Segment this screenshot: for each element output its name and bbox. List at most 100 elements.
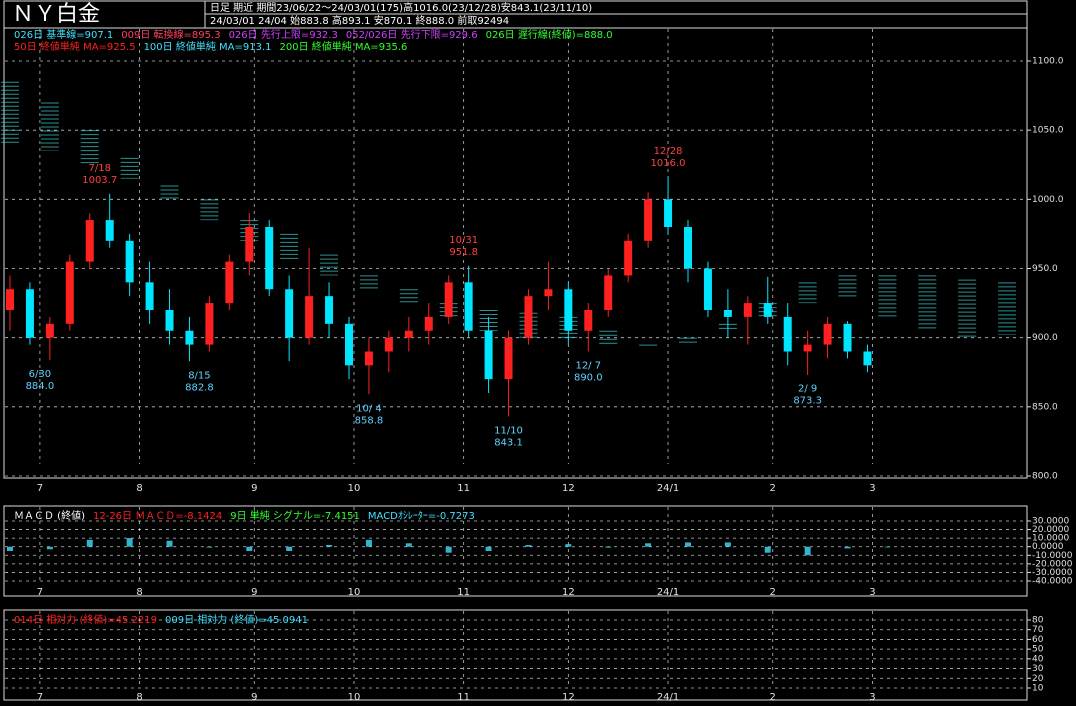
candle-body [305, 296, 314, 338]
candle-body [464, 282, 473, 331]
candle-body [5, 289, 14, 310]
x-tick-label: 2 [770, 483, 776, 494]
candle-body [644, 199, 653, 241]
annotation-date: 10/ 4 [356, 404, 382, 415]
annotation-value: 1016.0 [651, 158, 686, 169]
x-tick-label: 3 [869, 587, 875, 598]
x-tick-label: 3 [869, 692, 875, 703]
candle-body [364, 351, 373, 366]
legend-entry: 026日 基準線=907.1 [14, 28, 113, 41]
annotation-date: 12/ 7 [575, 361, 601, 372]
annotation-value: 951.8 [449, 247, 478, 258]
candle-body [285, 289, 294, 338]
candle-body [504, 337, 513, 380]
candle-body [225, 261, 234, 304]
histogram-bar [844, 546, 851, 549]
x-tick-label: 9 [251, 587, 257, 598]
candle-body [85, 220, 94, 262]
legend-entry: 50日 終値単純 MA=925.5 [14, 40, 136, 53]
histogram-bar [365, 539, 372, 547]
legend-entry: 009日 転換線=895.3 [121, 28, 220, 41]
period-info: 日足 期近 期間23/06/22～24/03/01(175)高1016.0(23… [210, 1, 592, 14]
y-tick-label: -30.0000 [1032, 568, 1073, 578]
annotation-value: 882.8 [185, 382, 214, 393]
candle-body [344, 323, 353, 366]
annotation-date: 12/28 [654, 146, 683, 157]
candle-body [444, 282, 453, 317]
x-tick-label: 12 [562, 587, 575, 598]
y-tick-label: 10.0000 [1032, 534, 1069, 544]
annotation-date: 10/31 [449, 235, 478, 246]
x-tick-label: 7 [37, 692, 43, 703]
histogram-bar [326, 545, 333, 547]
histogram-bar [86, 539, 93, 547]
x-tick-label: 8 [136, 587, 142, 598]
candle-body [703, 268, 712, 310]
legend-entry: 200日 終値単純 MA=935.6 [279, 40, 407, 53]
candle-body [624, 240, 633, 276]
candle-body [245, 227, 254, 262]
candle-body [803, 344, 812, 352]
y-tick-label: 40 [1032, 654, 1044, 664]
candle-body [564, 289, 573, 331]
candle-body [265, 227, 274, 290]
candle-body [105, 220, 114, 241]
legend-entry: 009日 相対力 (終値)=45.0941 [165, 613, 308, 626]
x-tick-label: 10 [348, 587, 361, 598]
y-tick-label: 1000.0 [1032, 195, 1064, 205]
annotation-date: 7/18 [88, 163, 110, 174]
y-tick-label: 850.0 [1032, 402, 1058, 412]
candle-body [843, 323, 852, 352]
annotation-value: 843.1 [494, 437, 523, 448]
y-tick-label: 20 [1032, 674, 1044, 684]
y-tick-label: 30 [1032, 664, 1044, 674]
annotation-value: 890.0 [574, 373, 603, 384]
x-tick-label: 24/1 [657, 483, 679, 494]
histogram-bar [206, 546, 213, 548]
y-tick-label: 50 [1032, 645, 1044, 655]
candle-body [584, 310, 593, 331]
histogram-bar [525, 545, 532, 547]
histogram-bar [6, 546, 13, 551]
legend-entry: 026日 先行上限=932.3 [229, 28, 338, 41]
macd-frame [3, 505, 1028, 597]
histogram-bar [684, 542, 691, 547]
candle-body [544, 289, 553, 297]
candle-body [45, 323, 54, 338]
histogram-bar [166, 540, 173, 547]
histogram-bar [246, 546, 253, 551]
candle-body [863, 351, 872, 366]
x-tick-label: 11 [457, 483, 470, 494]
legend-entry: 014日 相対力 (終値)=45.2219 [14, 613, 157, 626]
y-tick-label: -10.0000 [1032, 551, 1073, 561]
x-tick-label: 2 [770, 587, 776, 598]
x-tick-label: 8 [136, 692, 142, 703]
x-tick-label: 10 [348, 692, 361, 703]
y-tick-label: 60 [1032, 635, 1044, 645]
x-tick-label: 12 [562, 483, 575, 494]
x-tick-label: 9 [251, 483, 257, 494]
candle-body [165, 310, 174, 331]
histogram-bar [46, 546, 53, 550]
candle-body [763, 303, 772, 317]
y-tick-label: 80 [1032, 616, 1044, 626]
candle-body [823, 323, 832, 345]
legend-entry: 9日 単純 シグナル=-7.4151 [230, 509, 360, 522]
candle-body [205, 303, 214, 345]
x-tick-label: 11 [457, 692, 470, 703]
annotation-value: 884.0 [26, 381, 55, 392]
candle-body [424, 316, 433, 331]
candle-body [384, 337, 393, 352]
legend-entry: 12-26日 ＭＡＣＤ=-8.1424 [93, 511, 222, 522]
histogram-bar [764, 546, 771, 553]
candle-body [604, 275, 613, 310]
annotation-value: 873.3 [793, 396, 822, 407]
annotation-date: 6/30 [29, 369, 51, 380]
y-tick-label: 900.0 [1032, 333, 1058, 343]
candle-body [683, 227, 692, 269]
legend-entry: ＭＡＣＤ (終値) [14, 509, 85, 522]
y-tick-label: 1050.0 [1032, 126, 1064, 136]
legend-entry: 026日 遅行線(終値)=888.0 [486, 28, 613, 41]
